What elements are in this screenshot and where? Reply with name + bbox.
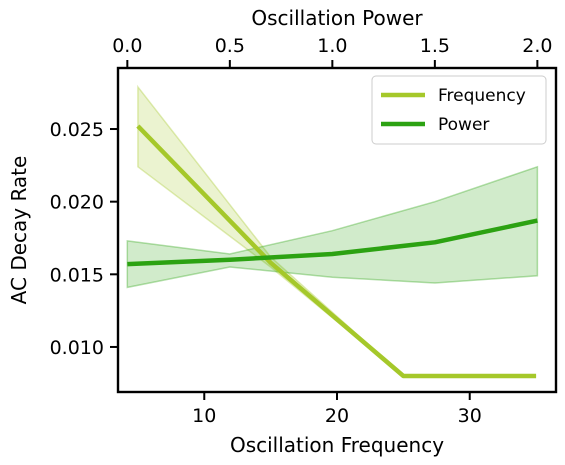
top-x-tick-label: 0.5 xyxy=(215,35,245,57)
y-tick-label: 0.015 xyxy=(50,264,104,286)
x-tick-label: 30 xyxy=(458,405,482,427)
line-power xyxy=(127,218,538,267)
x-tick-label: 20 xyxy=(325,405,349,427)
y-tick-label: 0.020 xyxy=(50,192,104,214)
top-x-tick-label: 1.5 xyxy=(420,35,450,57)
x-axis-title: Oscillation Frequency xyxy=(230,433,444,457)
y-tick-label: 0.010 xyxy=(50,337,104,359)
legend-label-frequency: Frequency xyxy=(438,86,526,106)
top-x-tick-label: 2.0 xyxy=(522,35,552,57)
x-tick-label: 10 xyxy=(192,405,216,427)
top-x-tick-label: 1.0 xyxy=(317,35,347,57)
axes: 10 20 30 0.0 0.5 1.0 1.5 2.0 0.010 0.015 0.020 0.02… xyxy=(50,35,558,427)
legend: Frequency Power xyxy=(371,75,547,145)
y-axis-title: AC Decay Rate xyxy=(7,156,31,305)
band-power xyxy=(126,165,539,289)
line-frequency xyxy=(136,124,537,379)
y-tick-label: 0.025 xyxy=(50,119,104,141)
legend-label-power: Power xyxy=(438,115,489,135)
top-x-tick-label: 0.0 xyxy=(112,35,142,57)
top-x-axis-title: Oscillation Power xyxy=(251,6,423,30)
series-lines xyxy=(127,124,538,379)
